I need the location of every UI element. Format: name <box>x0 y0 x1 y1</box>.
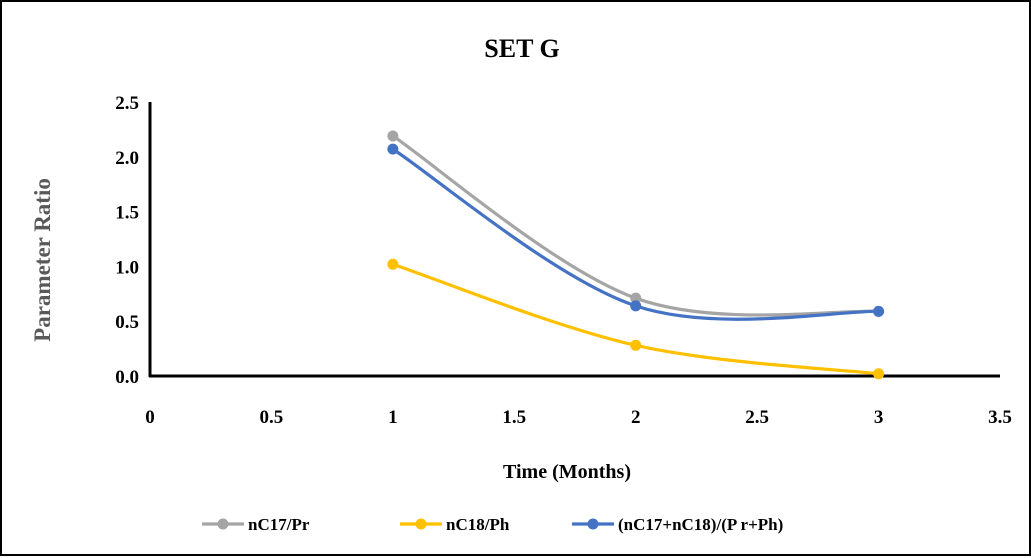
y-axis-label: Parameter Ratio <box>30 178 55 342</box>
legend-label-2: nC18/Ph <box>446 515 510 534</box>
data-point <box>630 292 642 304</box>
y-tick-label: 2.5 <box>115 93 139 114</box>
data-point <box>630 339 642 351</box>
x-axis-label: Time (Months) <box>503 461 631 483</box>
y-tick-label: 0.0 <box>115 367 139 388</box>
series-line-1 <box>391 134 881 317</box>
data-point <box>387 130 399 142</box>
series-points <box>387 130 885 380</box>
x-tick-label: 0 <box>145 407 155 428</box>
legend-label-3: (nC17+nC18)/(P r+Ph) <box>618 515 783 534</box>
x-tick-label: 2.5 <box>745 407 769 428</box>
x-tick-label: 0.5 <box>260 407 284 428</box>
legend-marker-1 <box>217 518 229 530</box>
data-point <box>387 258 399 270</box>
data-point <box>873 305 885 317</box>
x-tick-label: 2 <box>631 407 641 428</box>
series-line-2 <box>391 262 881 376</box>
series-lines <box>391 134 881 376</box>
axes <box>148 102 1000 378</box>
legend-marker-3 <box>587 518 599 530</box>
chart-title: SET G <box>484 34 559 63</box>
y-tick-label: 0.5 <box>115 312 139 333</box>
legend-label-1: nC17/Pr <box>248 515 310 534</box>
x-tick-label: 3.5 <box>988 407 1012 428</box>
data-point <box>387 143 399 155</box>
x-tick-label: 1 <box>388 407 398 428</box>
legend-marker-2 <box>415 518 427 530</box>
y-axis-label-group: Parameter Ratio <box>30 178 55 342</box>
tick-labels: 0 0.5 1 1.5 2 2.5 3 3.5 0.0 0.5 1.0 1.5 2.0 2.5 <box>115 93 1012 428</box>
data-point <box>630 300 642 312</box>
y-tick-label: 1.5 <box>115 203 139 224</box>
legend: nC17/Pr nC18/Ph (nC17+nC18)/(P r+Ph) <box>202 515 783 534</box>
y-tick-label: 2.0 <box>115 148 139 169</box>
data-point <box>873 368 885 380</box>
x-tick-label: 3 <box>874 407 884 428</box>
y-tick-label: 1.0 <box>115 257 139 278</box>
x-tick-label: 1.5 <box>502 407 526 428</box>
